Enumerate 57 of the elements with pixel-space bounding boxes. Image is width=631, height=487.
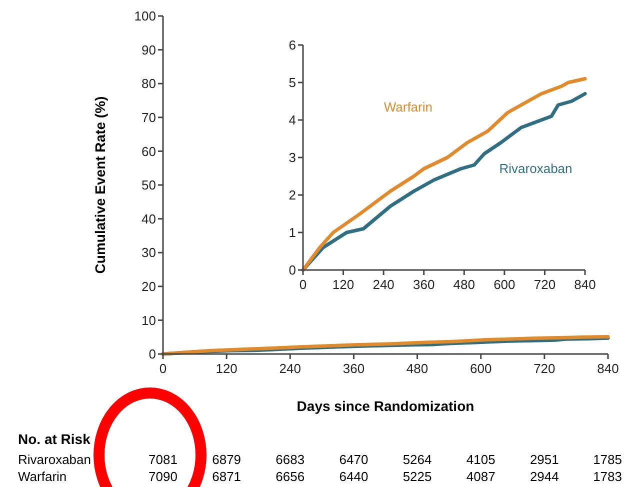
x-tick-label: 0 [299,277,307,292]
y-tick-label: 1 [288,225,296,240]
text: Rivaroxaban [18,452,91,467]
x-tick-label: 360 [413,277,435,292]
text: 6440 [339,469,368,484]
y-tick-label: 4 [288,112,296,128]
text: 1783 [593,469,622,484]
x-tick-label: 240 [279,361,301,376]
text: Warfarin [384,99,432,114]
x-tick-label: 720 [534,361,556,376]
y-tick-label: 80 [142,76,156,92]
text: 6871 [212,469,242,484]
y-axis-title: Cumulative Event Rate (%) [92,96,108,274]
text: No. at Risk [18,431,91,447]
text: Warfarin [18,469,67,484]
x-tick-label: 600 [470,361,492,376]
y-tick-label: 20 [142,278,156,294]
text: 7090 [148,469,178,484]
text: 6470 [339,452,368,467]
text: 6656 [276,469,305,484]
y-tick-label: 0 [148,346,156,362]
text: 4087 [466,469,496,484]
x-tick-label: 840 [574,277,596,292]
text: 5225 [402,469,432,484]
x-tick-label: 0 [159,361,167,376]
y-tick-label: 0 [288,262,296,278]
y-tick-label: 5 [288,75,296,90]
y-tick-label: 60 [142,144,156,159]
y-tick-label: 10 [142,312,156,328]
text: 1785 [593,452,622,467]
x-tick-label: 240 [372,277,394,292]
x-tick-label: 360 [342,361,365,376]
text: 6683 [276,452,305,467]
text: 2944 [530,469,559,484]
y-tick-label: 50 [142,178,156,193]
x-tick-label: 480 [406,361,428,376]
y-tick-label: 100 [134,8,156,24]
y-tick-label: 70 [142,110,156,125]
y-tick-label: 3 [288,150,296,166]
x-tick-label: 600 [494,277,516,292]
x-tick-label: 120 [216,361,238,376]
series-label: Rivaroxaban [499,161,572,176]
x-tick-label: 840 [597,361,619,376]
text: 4105 [466,452,496,467]
text: 6879 [212,452,242,467]
text: 5264 [402,452,432,467]
y-tick-label: 2 [288,188,296,203]
y-tick-label: 6 [288,38,296,53]
text: 2951 [530,452,559,467]
y-tick-label: 40 [142,211,156,226]
x-axis-title: Days since Randomization [296,398,474,414]
y-tick-label: 90 [142,42,156,58]
text: 7081 [148,452,178,467]
y-tick-label: 30 [142,245,156,260]
x-tick-label: 120 [332,277,354,292]
x-tick-label: 720 [534,277,556,292]
x-tick-label: 480 [453,277,475,292]
